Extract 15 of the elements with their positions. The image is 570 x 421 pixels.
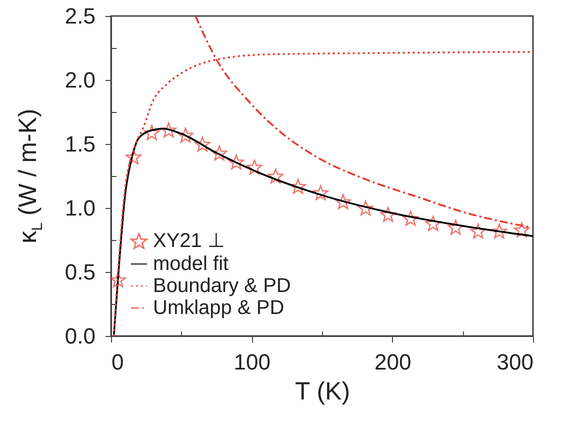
y-tick-label: 1.0 bbox=[64, 196, 96, 220]
y-tick-label: 2.0 bbox=[64, 68, 96, 92]
y-tick-label: 1.5 bbox=[64, 132, 96, 156]
x-tick-label: 0 bbox=[112, 350, 124, 374]
legend-label: model fit bbox=[153, 253, 230, 275]
legend-label: Umklapp & PD bbox=[153, 297, 284, 319]
legend-label: XY21 ⊥ bbox=[153, 230, 224, 252]
x-tick-label: 200 bbox=[374, 350, 412, 374]
y-tick-label: 0.5 bbox=[64, 260, 96, 284]
y-tick-label: 2.5 bbox=[64, 4, 96, 28]
y-tick-label: 0.0 bbox=[64, 324, 96, 348]
x-tick-label: 100 bbox=[234, 350, 271, 374]
x-axis-title: T (K) bbox=[294, 378, 350, 406]
x-tick-label: 300 bbox=[496, 350, 534, 374]
legend-label: Boundary & PD bbox=[153, 275, 291, 297]
